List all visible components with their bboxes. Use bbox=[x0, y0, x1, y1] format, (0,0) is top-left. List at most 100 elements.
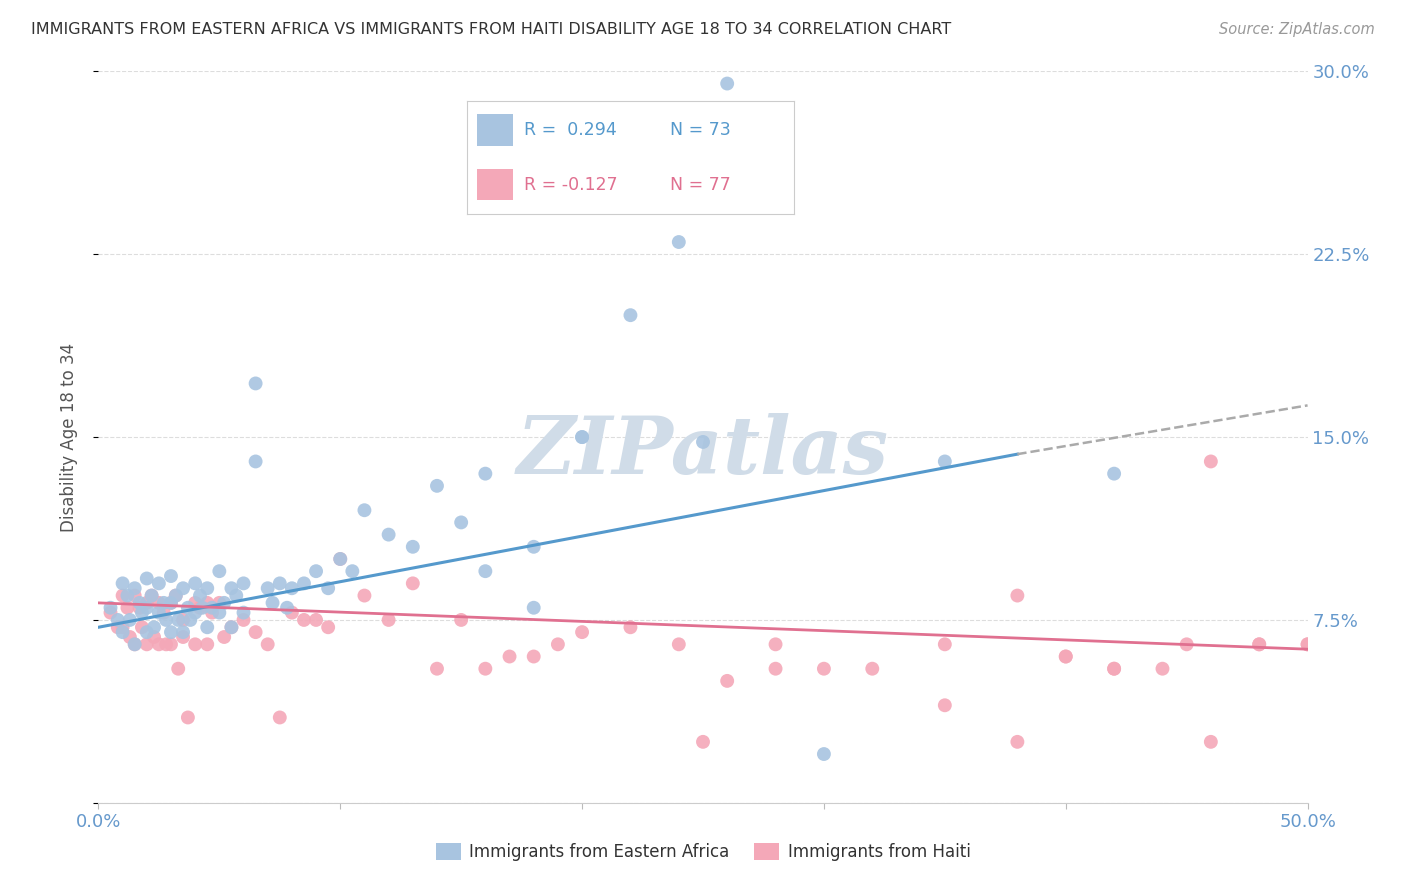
Point bbox=[692, 434, 714, 449]
Point bbox=[1054, 649, 1077, 664]
Point bbox=[353, 503, 375, 517]
Point bbox=[141, 589, 163, 603]
Point bbox=[167, 613, 190, 627]
Point bbox=[1175, 637, 1198, 651]
Point bbox=[165, 589, 187, 603]
Point bbox=[1152, 662, 1174, 676]
Point bbox=[188, 600, 211, 615]
Point bbox=[1296, 637, 1319, 651]
Y-axis label: Disability Age 18 to 34: Disability Age 18 to 34 bbox=[59, 343, 77, 532]
Point bbox=[474, 564, 496, 578]
Point bbox=[124, 637, 146, 651]
Point bbox=[124, 637, 146, 651]
Point bbox=[402, 540, 425, 554]
Point bbox=[107, 620, 129, 634]
Point bbox=[276, 600, 298, 615]
Point bbox=[716, 673, 738, 688]
Point bbox=[1054, 649, 1077, 664]
Point bbox=[860, 662, 883, 676]
Point bbox=[184, 596, 207, 610]
Text: Source: ZipAtlas.com: Source: ZipAtlas.com bbox=[1219, 22, 1375, 37]
Point bbox=[316, 620, 339, 634]
Point bbox=[1007, 589, 1029, 603]
Point bbox=[402, 576, 425, 591]
Point bbox=[281, 606, 304, 620]
Point bbox=[195, 581, 218, 595]
Point bbox=[342, 564, 364, 578]
Point bbox=[117, 589, 139, 603]
Point bbox=[232, 606, 254, 620]
Point bbox=[143, 630, 166, 644]
Point bbox=[184, 576, 207, 591]
Point bbox=[292, 613, 315, 627]
Point bbox=[668, 637, 690, 651]
Point bbox=[245, 376, 267, 391]
Point bbox=[135, 637, 157, 651]
Point bbox=[155, 637, 177, 651]
Point bbox=[201, 600, 224, 615]
Point bbox=[131, 620, 153, 634]
Point bbox=[813, 747, 835, 761]
Point bbox=[523, 600, 546, 615]
Point bbox=[165, 589, 187, 603]
Point bbox=[148, 606, 170, 620]
Point bbox=[167, 662, 190, 676]
Point bbox=[353, 589, 375, 603]
Point bbox=[262, 596, 284, 610]
Point bbox=[135, 625, 157, 640]
Point bbox=[1249, 637, 1271, 651]
Point bbox=[148, 637, 170, 651]
Point bbox=[498, 649, 520, 664]
Point bbox=[1102, 467, 1125, 481]
Point bbox=[148, 576, 170, 591]
Point bbox=[245, 625, 267, 640]
Point bbox=[765, 662, 787, 676]
Point bbox=[329, 552, 352, 566]
Point bbox=[160, 637, 183, 651]
Point bbox=[377, 527, 399, 541]
Point bbox=[474, 467, 496, 481]
Point bbox=[160, 596, 183, 610]
Point bbox=[474, 662, 496, 676]
Point bbox=[1296, 637, 1319, 651]
Point bbox=[1199, 454, 1222, 468]
Point bbox=[212, 596, 235, 610]
Point bbox=[1249, 637, 1271, 651]
Point bbox=[245, 454, 267, 468]
Point bbox=[135, 596, 157, 610]
Point bbox=[212, 630, 235, 644]
Point bbox=[141, 589, 163, 603]
Point bbox=[160, 625, 183, 640]
Point bbox=[269, 710, 291, 724]
Text: IMMIGRANTS FROM EASTERN AFRICA VS IMMIGRANTS FROM HAITI DISABILITY AGE 18 TO 34 : IMMIGRANTS FROM EASTERN AFRICA VS IMMIGR… bbox=[31, 22, 952, 37]
Point bbox=[172, 613, 194, 627]
Point bbox=[668, 235, 690, 249]
Point bbox=[135, 600, 157, 615]
Point bbox=[256, 581, 278, 595]
Point bbox=[131, 606, 153, 620]
Point bbox=[118, 630, 141, 644]
Point bbox=[547, 637, 569, 651]
Point bbox=[107, 613, 129, 627]
Point bbox=[128, 596, 150, 610]
Point bbox=[232, 613, 254, 627]
Point bbox=[191, 600, 214, 615]
Point bbox=[934, 698, 956, 713]
Point bbox=[172, 581, 194, 595]
Point bbox=[765, 637, 787, 651]
Point bbox=[256, 637, 278, 651]
Point bbox=[152, 606, 174, 620]
Point bbox=[118, 613, 141, 627]
Point bbox=[1199, 735, 1222, 749]
Point bbox=[450, 516, 472, 530]
Point bbox=[195, 620, 218, 634]
Point bbox=[177, 710, 200, 724]
Point bbox=[450, 613, 472, 627]
Point bbox=[124, 581, 146, 595]
Point bbox=[221, 620, 243, 634]
Point bbox=[269, 576, 291, 591]
Point bbox=[160, 569, 183, 583]
Point bbox=[111, 576, 134, 591]
Point bbox=[523, 649, 546, 664]
Point bbox=[111, 620, 134, 634]
